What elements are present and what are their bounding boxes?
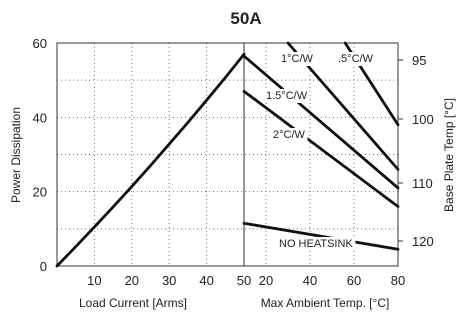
right-y-tick-label: 95 <box>412 53 426 68</box>
derating-line-labels: .5°C/W 1°C/W 1.5°C/W 2°C/W NO HEATSINK <box>264 52 376 251</box>
chart-title: 50A <box>230 9 261 28</box>
right-y-tick-label: 100 <box>412 112 434 127</box>
left-y-tick-label: 0 <box>40 259 47 274</box>
label-background <box>279 52 316 66</box>
right-x-tick-label: 80 <box>391 273 405 288</box>
plot-frame <box>56 42 399 267</box>
derating-line-label: .5°C/W <box>338 53 374 65</box>
right-y-tick-label: 120 <box>412 234 434 249</box>
derating-lines <box>242 41 400 251</box>
label-background <box>336 52 376 66</box>
left-x-tick-label: 30 <box>162 273 176 288</box>
right-x-tick-label: 60 <box>347 273 361 288</box>
left-y-tick-label: 60 <box>33 36 47 51</box>
left-y-axis-ticks: 0 20 40 60 <box>33 36 47 274</box>
power-dissipation-curve <box>55 52 246 268</box>
label-background <box>271 128 308 142</box>
derating-line <box>242 221 400 251</box>
left-x-tick-label: 10 <box>87 273 101 288</box>
right-x-tick-label: 20 <box>259 273 273 288</box>
label-background <box>277 237 356 251</box>
right-x-axis-ticks: 20 40 60 80 <box>259 273 405 288</box>
derating-line <box>242 54 400 190</box>
derating-line-label: 1°C/W <box>281 53 314 65</box>
right-y-tick-label: 110 <box>412 176 433 191</box>
left-x-tick-label: 50 <box>237 273 251 288</box>
left-x-tick-label: 40 <box>199 273 213 288</box>
right-x-axis-label: Max Ambient Temp. [°C] <box>261 296 390 310</box>
derating-line-label: 1.5°C/W <box>266 90 308 102</box>
derating-line-label: 2°C/W <box>273 129 306 141</box>
derating-line <box>242 89 400 208</box>
right-y-axis-label: Base Plate Temp [°C] <box>442 98 456 212</box>
left-y-axis-label: Power Dissipation <box>9 107 23 203</box>
right-y-axis-ticks: 95 100 110 120 <box>398 53 434 249</box>
left-x-tick-label: 20 <box>125 273 139 288</box>
right-x-tick-label: 40 <box>303 273 317 288</box>
left-y-tick-label: 40 <box>33 110 47 125</box>
grid <box>57 43 398 266</box>
label-background <box>264 89 310 103</box>
derating-line-label: NO HEATSINK <box>279 238 353 250</box>
left-x-axis-ticks: 10 20 30 40 50 <box>87 273 251 288</box>
left-y-tick-label: 20 <box>33 185 47 200</box>
left-x-axis-label: Load Current [Arms] <box>79 296 187 310</box>
